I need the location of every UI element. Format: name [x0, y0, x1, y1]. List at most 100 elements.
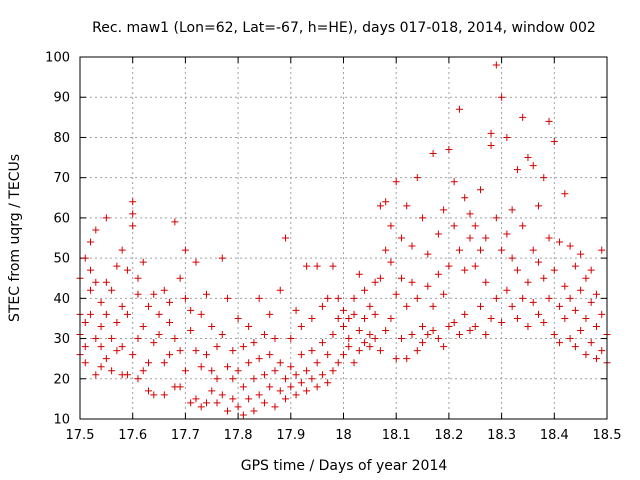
- data-point: [102, 214, 110, 222]
- data-point: [503, 133, 511, 141]
- data-point: [145, 387, 153, 395]
- data-point: [245, 395, 253, 403]
- data-point: [429, 150, 437, 158]
- data-point: [392, 178, 400, 186]
- data-point: [345, 335, 353, 343]
- data-point: [224, 294, 232, 302]
- data-point: [102, 355, 110, 363]
- data-point: [387, 222, 395, 230]
- data-point: [440, 206, 448, 214]
- x-tick-label: 17.5: [66, 428, 95, 443]
- data-point: [392, 355, 400, 363]
- data-point: [313, 262, 321, 270]
- data-point: [318, 339, 326, 347]
- data-point: [176, 383, 184, 391]
- data-point: [550, 137, 558, 145]
- data-point: [424, 282, 432, 290]
- x-tick-label: 17.7: [171, 428, 200, 443]
- data-point: [355, 270, 363, 278]
- data-point: [513, 266, 521, 274]
- data-point: [413, 294, 421, 302]
- data-point: [440, 290, 448, 298]
- x-tick-label: 18.4: [540, 428, 569, 443]
- data-point: [160, 286, 168, 294]
- data-point: [582, 274, 590, 282]
- data-point: [571, 343, 579, 351]
- data-point: [577, 327, 585, 335]
- data-point: [150, 391, 158, 399]
- data-point: [413, 174, 421, 182]
- data-point: [471, 222, 479, 230]
- data-point: [440, 343, 448, 351]
- data-point: [118, 343, 126, 351]
- data-point: [340, 306, 347, 314]
- y-tick-label: 60: [53, 211, 70, 226]
- data-point: [234, 314, 242, 322]
- data-point: [376, 347, 384, 355]
- data-point: [592, 290, 600, 298]
- data-point: [529, 298, 537, 306]
- data-point: [187, 399, 195, 407]
- data-point: [129, 351, 137, 359]
- data-point: [234, 367, 242, 375]
- data-point: [545, 117, 553, 125]
- data-point: [434, 230, 442, 238]
- data-point: [192, 347, 200, 355]
- grid-lines: [80, 57, 607, 419]
- data-point: [482, 234, 490, 242]
- data-point: [308, 314, 316, 322]
- data-point: [229, 375, 237, 383]
- data-point: [102, 310, 110, 318]
- data-point: [313, 383, 321, 391]
- data-point: [566, 294, 574, 302]
- data-point: [487, 129, 495, 137]
- data-point: [123, 266, 131, 274]
- chart-title: Rec. maw1 (Lon=62, Lat=-67, h=HE), days …: [92, 20, 596, 36]
- data-point: [129, 198, 137, 206]
- x-tick-label: 18.5: [593, 428, 622, 443]
- data-point: [208, 387, 216, 395]
- data-point: [97, 343, 105, 351]
- data-point: [598, 246, 606, 254]
- data-point: [313, 359, 321, 367]
- data-point: [371, 335, 379, 343]
- y-tick-label: 40: [53, 292, 70, 307]
- data-point: [566, 242, 574, 250]
- data-point: [97, 298, 105, 306]
- data-point: [224, 363, 232, 371]
- data-point: [350, 294, 358, 302]
- data-point: [582, 351, 590, 359]
- data-point: [550, 266, 558, 274]
- x-tick-label: 17.9: [276, 428, 305, 443]
- data-point: [245, 322, 253, 330]
- data-point: [81, 343, 89, 351]
- data-point: [350, 359, 358, 367]
- data-point: [466, 327, 474, 335]
- x-tick-label: 18.1: [382, 428, 411, 443]
- data-point: [424, 331, 432, 339]
- data-point: [134, 274, 142, 282]
- data-point: [160, 391, 168, 399]
- data-point: [455, 105, 463, 113]
- data-point: [540, 274, 548, 282]
- data-point: [139, 258, 147, 266]
- data-point: [487, 314, 495, 322]
- data-point: [155, 331, 163, 339]
- data-point: [303, 262, 311, 270]
- data-point: [361, 286, 369, 294]
- x-tick-label: 17.8: [224, 428, 253, 443]
- data-point: [592, 322, 600, 330]
- data-point: [139, 322, 147, 330]
- data-point: [171, 218, 179, 226]
- data-point: [250, 375, 258, 383]
- data-point: [255, 355, 263, 363]
- data-point: [508, 302, 516, 310]
- data-point: [529, 162, 537, 170]
- data-point: [160, 359, 168, 367]
- data-point: [271, 403, 279, 411]
- data-point: [303, 367, 311, 375]
- data-point: [466, 234, 474, 242]
- data-point: [519, 294, 527, 302]
- data-point: [450, 318, 458, 326]
